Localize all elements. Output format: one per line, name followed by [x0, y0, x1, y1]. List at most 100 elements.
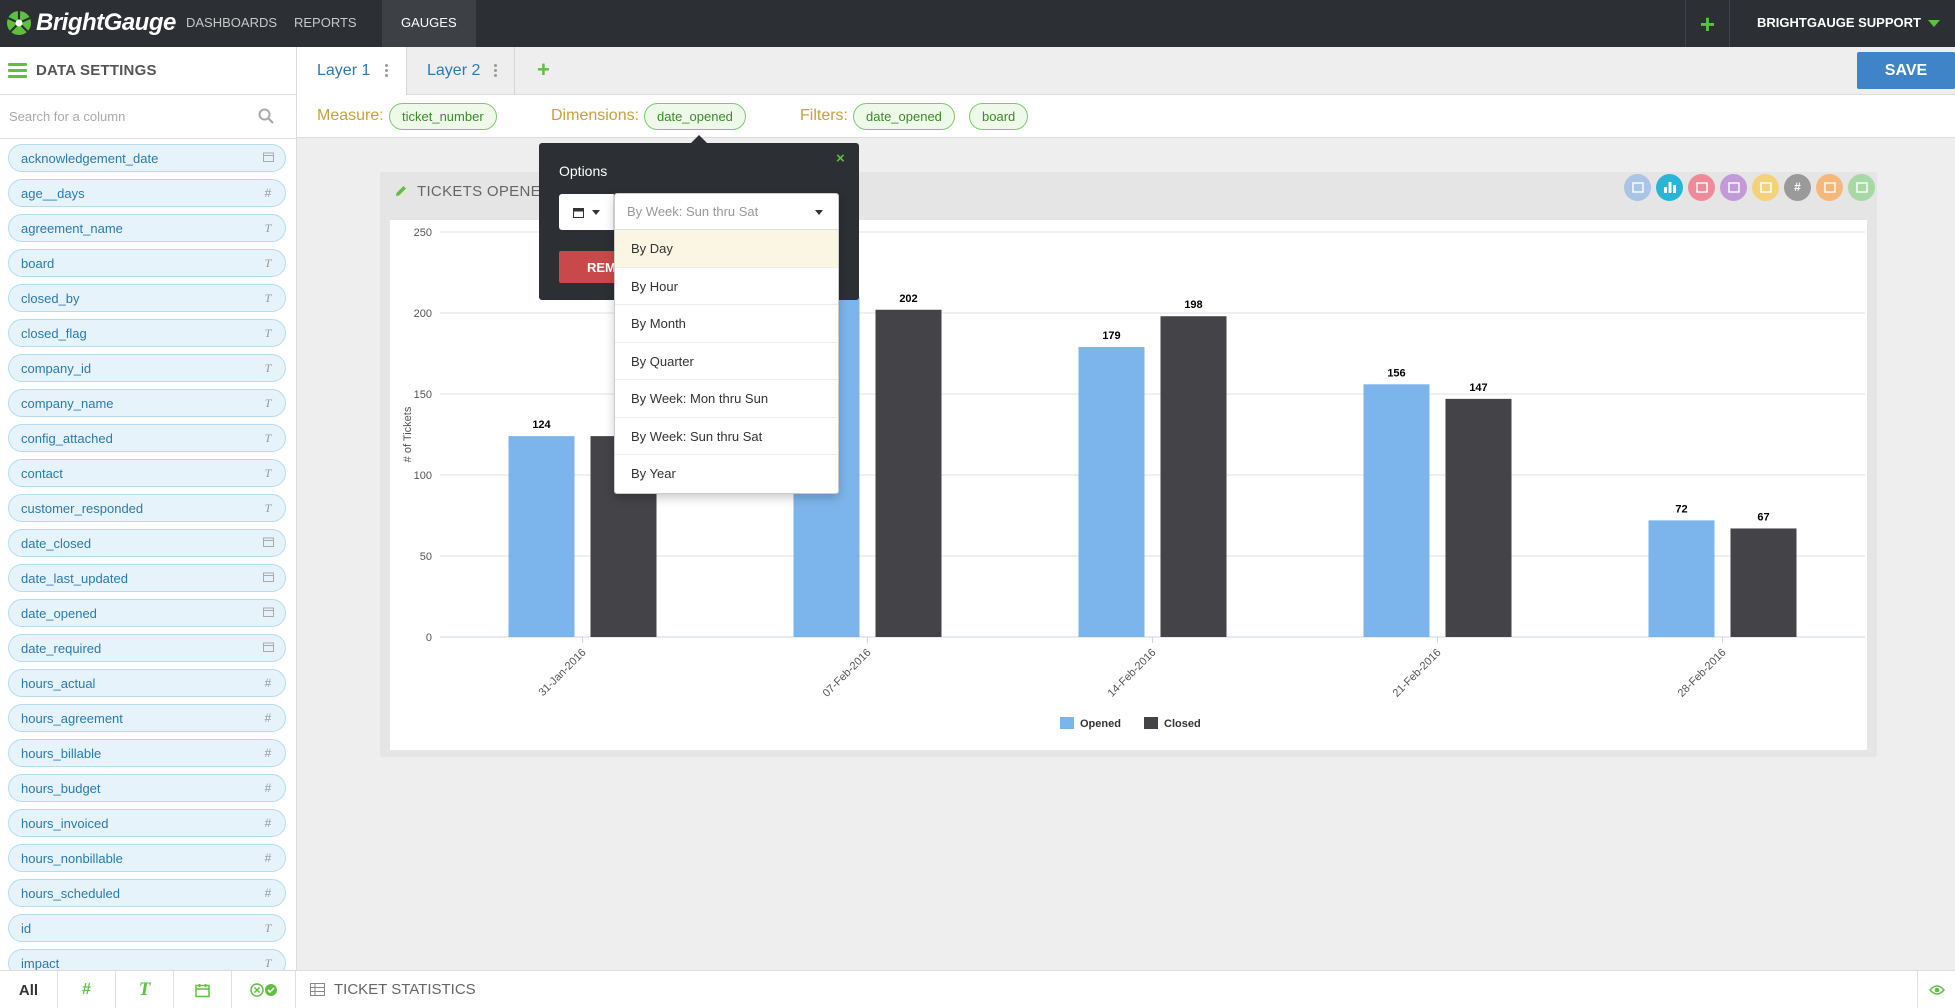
gauge-icon[interactable] — [1752, 173, 1779, 201]
column-item[interactable]: hours_agreement # — [8, 704, 286, 732]
search-icon[interactable] — [258, 108, 274, 124]
column-item[interactable]: hours_billable # — [8, 739, 286, 767]
column-item[interactable]: date_last_updated — [8, 564, 286, 592]
legend-swatch — [1144, 717, 1158, 729]
grouping-option[interactable]: By Week: Sun thru Sat — [615, 418, 838, 455]
save-button[interactable]: SAVE — [1857, 52, 1955, 89]
filter-number-button[interactable]: # — [58, 971, 116, 1008]
kebab-menu-icon[interactable] — [494, 64, 497, 79]
text-type-icon: T — [264, 255, 272, 270]
bottom-bar: All # T TICKET STATISTICS — [0, 970, 1955, 1008]
add-layer-button[interactable]: + — [537, 57, 550, 82]
eye-icon — [1928, 985, 1945, 995]
column-item[interactable]: age__days # — [8, 179, 286, 207]
column-item[interactable]: company_name T — [8, 389, 286, 417]
bar-chart-icon[interactable] — [1656, 173, 1683, 201]
column-item[interactable]: hours_budget # — [8, 774, 286, 802]
tab-layer-2[interactable]: Layer 2 — [407, 47, 515, 95]
nav-add-button[interactable]: + — [1685, 0, 1730, 47]
column-item[interactable]: agreement_name T — [8, 214, 286, 242]
grouping-select-value[interactable]: By Week: Sun thru Sat — [615, 194, 838, 230]
column-item[interactable]: hours_nonbillable # — [8, 844, 286, 872]
column-name: hours_actual — [21, 675, 96, 691]
grouping-option[interactable]: By Quarter — [615, 343, 838, 380]
dimension-pill[interactable]: date_opened — [644, 103, 746, 130]
date-format-button[interactable] — [559, 194, 614, 230]
column-item[interactable]: closed_by T — [8, 284, 286, 312]
bar-closed — [1730, 528, 1797, 637]
grouping-select[interactable]: By Week: Sun thru Sat By Day By Hour By Mo… — [614, 193, 839, 494]
grouping-option[interactable]: By Month — [615, 305, 838, 343]
column-item[interactable]: company_id T — [8, 354, 286, 382]
brightgauge-logo-icon — [7, 11, 31, 35]
filter-boolean-button[interactable] — [232, 971, 296, 1008]
filter-all-button[interactable]: All — [0, 971, 58, 1008]
number-type-icon: # — [264, 781, 272, 795]
bar-opened — [1078, 347, 1145, 637]
chart-panel: 0 50 100 150 200 250 # of Tickets 124 31-Jan-201… — [390, 220, 1867, 750]
column-item[interactable]: contact T — [8, 459, 286, 487]
column-name: hours_invoiced — [21, 815, 109, 831]
column-item[interactable]: acknowledgement_date — [8, 144, 286, 172]
filter-date-button[interactable] — [174, 971, 232, 1008]
tab-label: Layer 1 — [317, 62, 371, 79]
preview-toggle[interactable] — [1917, 971, 1955, 1008]
tab-layer-1[interactable]: Layer 1 — [297, 47, 407, 96]
column-item[interactable]: board T — [8, 249, 286, 277]
brand-logo[interactable]: BrightGauge — [6, 8, 176, 38]
widget-title[interactable]: TICKETS OPENE — [394, 181, 541, 201]
filter-text-button[interactable]: T — [116, 971, 174, 1008]
grouping-option[interactable]: By Day — [615, 230, 838, 268]
sidebar-title: DATA SETTINGS — [36, 62, 157, 79]
column-item[interactable]: hours_actual # — [8, 669, 286, 697]
bar-closed — [875, 309, 942, 637]
stacked-bar-icon[interactable] — [1720, 173, 1747, 201]
column-item[interactable]: id T — [8, 914, 286, 942]
number-icon[interactable]: # — [1784, 173, 1811, 201]
chevron-down-icon[interactable] — [1928, 20, 1940, 27]
nav-gauges[interactable]: GAUGES — [382, 0, 476, 47]
calendar-type-icon — [261, 606, 275, 620]
line-chart-icon[interactable] — [1688, 173, 1715, 201]
pencil-icon[interactable] — [394, 184, 408, 198]
column-item[interactable]: date_opened — [8, 599, 286, 627]
nav-dashboards[interactable]: DASHBOARDS — [186, 15, 278, 30]
column-item[interactable]: config_attached T — [8, 424, 286, 452]
calendar-type-icon — [261, 641, 275, 655]
top-nav: BrightGauge DASHBOARDS REPORTS GAUGES + … — [0, 0, 1955, 47]
column-item[interactable]: date_closed — [8, 529, 286, 557]
column-item[interactable]: closed_flag T — [8, 319, 286, 347]
chart-type-selector: # — [1624, 172, 1880, 202]
kebab-menu-icon[interactable] — [385, 64, 388, 79]
column-item[interactable]: hours_scheduled # — [8, 879, 286, 907]
grouping-option[interactable]: By Week: Mon thru Sun — [615, 380, 838, 418]
column-item[interactable]: date_required — [8, 634, 286, 662]
filter-pill[interactable]: date_opened — [853, 103, 955, 130]
number-type-icon: # — [264, 851, 272, 865]
calendar-icon — [195, 983, 210, 997]
hamburger-icon[interactable] — [8, 63, 27, 78]
measure-pill[interactable]: ticket_number — [389, 103, 497, 130]
list-icon[interactable] — [1848, 173, 1875, 201]
nav-reports[interactable]: REPORTS — [294, 15, 357, 30]
column-item[interactable]: customer_responded T — [8, 494, 286, 522]
sidebar-header: DATA SETTINGS — [0, 47, 296, 95]
account-menu[interactable]: BRIGHTGAUGE SUPPORT — [1757, 15, 1921, 30]
legend-swatch — [1060, 717, 1074, 729]
bar-opened — [508, 436, 575, 637]
column-name: company_name — [21, 395, 114, 411]
text-type-icon: T — [264, 430, 272, 445]
dial-icon[interactable] — [1816, 173, 1843, 201]
filter-pill[interactable]: board — [969, 103, 1029, 130]
column-item[interactable]: hours_invoiced # — [8, 809, 286, 837]
column-search-input[interactable] — [0, 95, 250, 137]
column-name: hours_agreement — [21, 710, 123, 726]
number-type-icon: # — [264, 676, 272, 690]
close-icon[interactable]: × — [836, 150, 845, 167]
grouping-option[interactable]: By Hour — [615, 268, 838, 305]
table-chart-icon[interactable] — [1624, 173, 1651, 201]
grouping-option[interactable]: By Year — [631, 466, 676, 481]
column-name: hours_nonbillable — [21, 850, 123, 866]
column-item[interactable]: impact T — [8, 949, 286, 970]
data-config-bar: Measure: ticket_number Dimensions: date_… — [297, 95, 1955, 138]
